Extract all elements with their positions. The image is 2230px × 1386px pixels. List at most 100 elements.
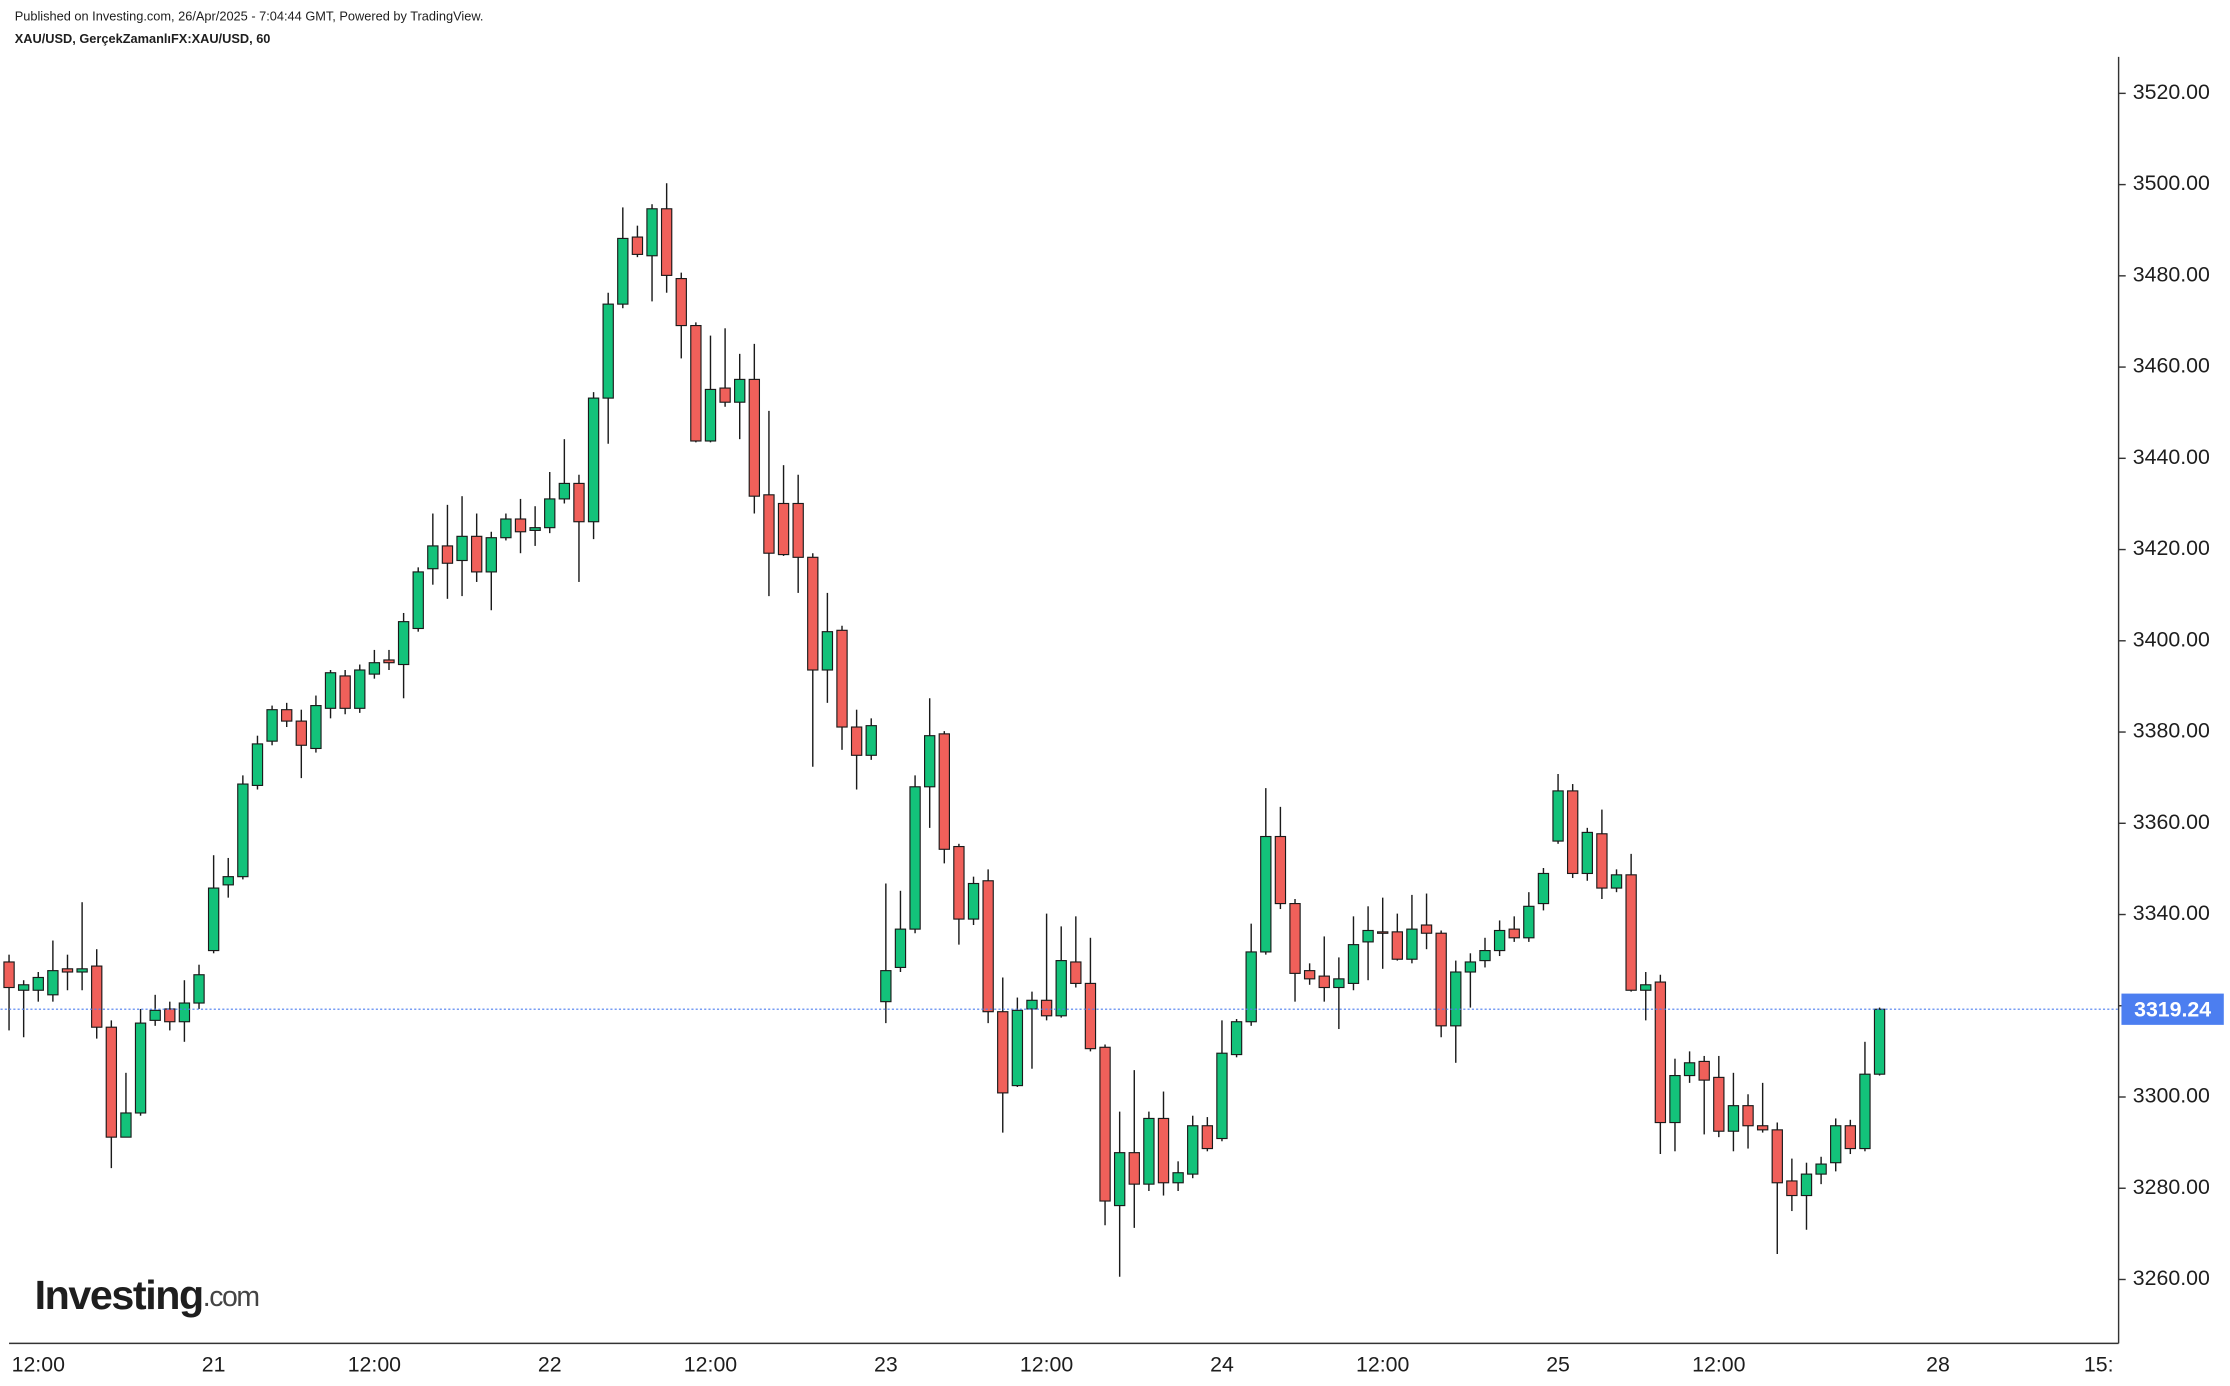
x-tick-label: 21 [202,1353,226,1377]
candle-body [1742,1105,1754,1127]
x-tick-label: 12:00 [1692,1353,1745,1377]
y-tick-label: 3300.00 [2133,1084,2210,1108]
candle-body [1771,1129,1783,1184]
candle-body [1815,1163,1827,1175]
candle-body [821,631,834,671]
candle-body [1303,970,1316,980]
candle-body [719,387,731,403]
candle-body [266,709,278,742]
candle-body [295,720,307,746]
candle-body [1391,931,1404,960]
candle-body [1830,1125,1842,1164]
candle-body [1187,1125,1199,1175]
candle-body [1230,1021,1243,1056]
candle-body [850,726,863,756]
candle-body [354,669,366,709]
candle-body [1596,833,1608,889]
x-tick-label: 12:00 [1020,1353,1073,1377]
candle-body [324,672,337,709]
candle-body [178,1002,191,1023]
candle-body [865,725,877,756]
x-tick-label: 23 [874,1353,898,1377]
candle-body [427,545,439,570]
last-price-box [2121,993,2224,1025]
candle-body [675,278,687,327]
candle-body [807,556,819,671]
candle-body [1450,971,1462,1027]
candle-body [646,208,658,257]
candle-body [967,882,980,920]
last-price-label: 3319.24 [2134,997,2211,1021]
candle-body [1099,1046,1111,1202]
candle-body [1070,961,1082,984]
y-tick-label: 3460.00 [2133,354,2210,378]
candle-body [836,629,848,728]
candle-body [631,236,644,255]
y-tick-label: 3520.00 [2133,80,2210,104]
candle-body [704,388,717,442]
candle-body [514,518,527,533]
candle-body [1026,999,1038,1010]
candle-body [1581,831,1593,875]
x-tick-label: 12:00 [12,1353,65,1377]
candle-body [237,783,249,878]
candle-body [1084,982,1097,1050]
candle-body [1669,1074,1681,1124]
candle-body [17,984,30,991]
candle-body [792,502,804,558]
candle-body [1873,1008,1886,1075]
y-tick-label: 3420.00 [2133,536,2210,560]
candle-body [1727,1105,1740,1132]
candle-body [470,535,483,573]
candle-body [441,545,454,564]
candle-body [1128,1152,1140,1185]
candle-body [1756,1125,1769,1131]
candle-body [1274,835,1287,905]
candle-body [500,518,512,539]
candle-body [164,1008,176,1023]
candle-body [1172,1172,1184,1184]
candle-body [1523,905,1535,939]
candle-body [1537,872,1550,905]
candle-body [777,502,790,556]
candle-body [982,880,994,1013]
candle-body [894,928,907,969]
candle-body [1552,790,1564,842]
candle-body [924,735,936,788]
candle-body [397,621,410,666]
candle-body [134,1022,147,1114]
candle-body [1800,1173,1813,1197]
y-tick-label: 3440.00 [2133,445,2210,469]
candle-body [544,498,556,529]
y-tick-label: 3260.00 [2133,1266,2210,1290]
candle-body [1566,790,1579,875]
candle-body [120,1112,132,1138]
candle-body [1654,981,1667,1124]
candle-body [1377,931,1389,934]
logo-domain: .com [203,1280,259,1312]
candle-body [251,743,264,786]
candle-body [1683,1062,1696,1077]
y-tick-label: 3340.00 [2133,901,2210,925]
candle-body [617,237,629,305]
candle-body [1435,932,1447,1027]
candle-body [1493,929,1506,952]
candle-body [763,494,775,554]
candle-body [1143,1117,1155,1185]
x-tick-label: 22 [538,1353,562,1377]
candle-body [602,303,614,399]
y-tick-label: 3360.00 [2133,810,2210,834]
x-tick-label: 12:00 [1356,1353,1409,1377]
candle-body [222,876,234,886]
symbol-label: XAU/USD, GerçekZamanlıFX:XAU/USD, 60 [15,31,271,46]
candle-body [1859,1073,1871,1150]
candle-body [1406,928,1418,960]
candle-body [1698,1060,1710,1081]
candle-body [281,709,293,722]
x-tick-label: 12:00 [348,1353,401,1377]
candle-body [61,968,74,973]
candle-body [1289,903,1301,974]
candle-body [997,1011,1009,1094]
candle-body [105,1026,118,1138]
